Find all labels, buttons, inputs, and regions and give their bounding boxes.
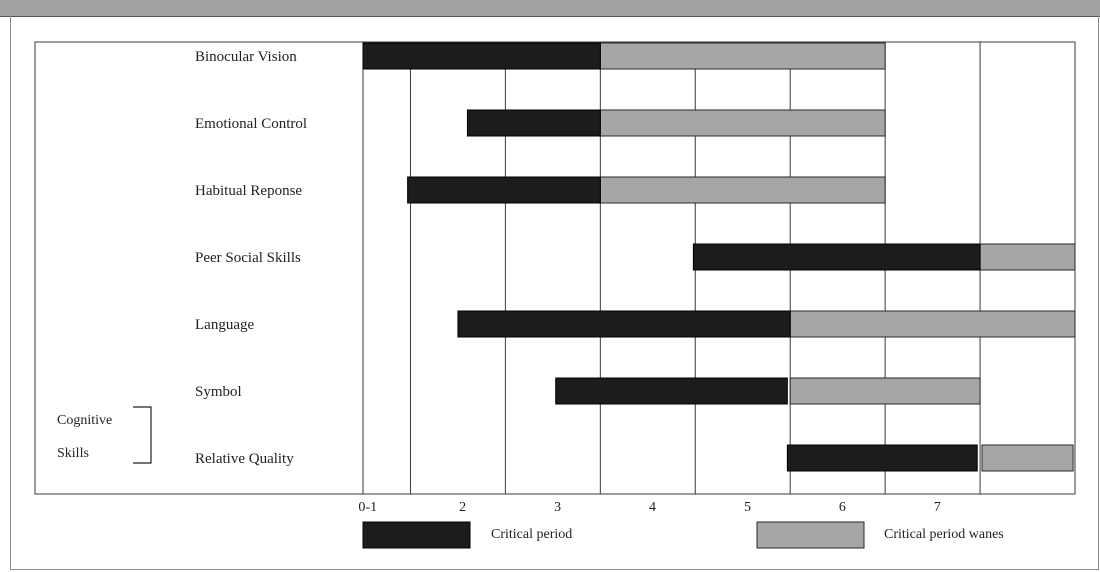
bar-critical-period [362,42,601,70]
tick-label: 4 [649,500,656,515]
bar-critical-period-wanes [981,444,1074,472]
bar-critical-period-wanes [599,109,886,137]
bar-critical-period [786,444,978,472]
bar-critical-period-wanes [789,310,1076,338]
cognitive-skills-bracket [133,406,152,464]
bar-critical-period [457,310,791,338]
row-label: Emotional Control [195,116,307,132]
bracket-label: Cognitive [57,413,112,428]
tick-label: 7 [934,500,941,515]
legend-label-critical-period: Critical period [491,527,572,542]
bar-critical-period [555,377,788,405]
bar-critical-period-wanes [599,42,886,70]
tick-label: 5 [744,500,751,515]
legend-swatch-critical-period-wanes [756,521,865,549]
tick-label: 2 [459,500,466,515]
figure-frame: 0-1 2 3 4 5 6 7 Binocular Vision Emotional Contr… [10,16,1099,570]
row-label: Peer Social Skills [195,250,301,266]
header-bar [0,0,1100,17]
row-label: Habitual Reponse [195,183,302,199]
critical-periods-chart: 0-1 2 3 4 5 6 7 Binocular Vision Emotional Contr… [34,41,1076,549]
bar-critical-period [466,109,601,137]
tick-label: 3 [554,500,561,515]
bracket-label: Skills [57,446,89,461]
row-label: Symbol [195,384,242,400]
legend-swatch-critical-period [362,521,471,549]
row-label: Language [195,317,254,333]
bar-critical-period-wanes [789,377,981,405]
bar-critical-period [407,176,601,204]
bar-critical-period-wanes [979,243,1076,271]
tick-label: 6 [839,500,846,515]
row-label: Relative Quality [195,451,294,467]
legend-label-critical-period-wanes: Critical period wanes [884,527,1004,542]
tick-label: 0-1 [358,500,377,515]
bar-critical-period-wanes [599,176,886,204]
bar-critical-period [692,243,981,271]
row-label: Binocular Vision [195,49,297,65]
